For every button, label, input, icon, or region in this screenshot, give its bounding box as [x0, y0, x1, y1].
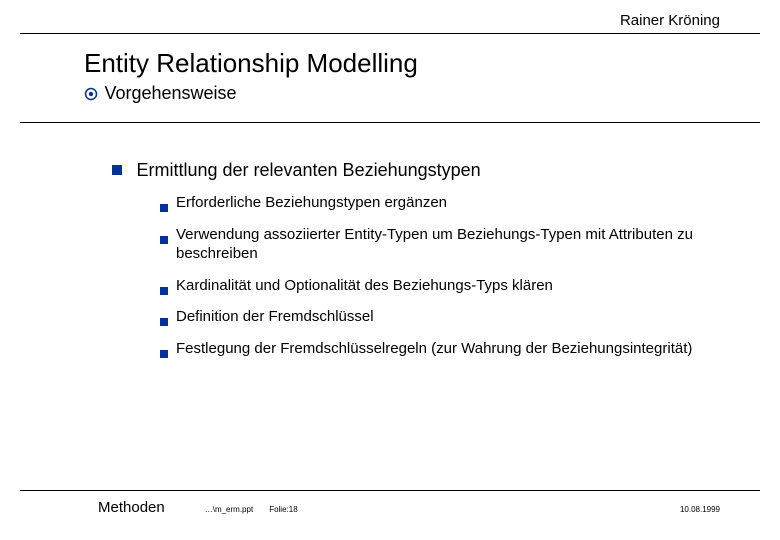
footer-row: Methoden …\m_erm.ppt Folie:18 10.08.1999	[0, 499, 780, 516]
square-bullet-icon	[160, 312, 168, 320]
slide-title: Entity Relationship Modelling	[84, 48, 418, 79]
author-name: Rainer Kröning	[0, 12, 780, 29]
square-bullet-icon	[160, 281, 168, 289]
content-heading-row: Ermittlung der relevanten Beziehungstype…	[112, 160, 712, 181]
list-item: Verwendung assoziierter Entity-Typen um …	[160, 225, 712, 264]
list-item: Kardinalität und Optionalität des Bezieh…	[160, 276, 712, 296]
header-region: Rainer Kröning	[0, 12, 780, 34]
divider-top	[20, 33, 760, 34]
footer-folie: Folie:18	[269, 505, 297, 514]
content-list: Erforderliche Beziehungstypen ergänzen V…	[160, 193, 712, 358]
footer-meta: …\m_erm.ppt Folie:18	[205, 505, 298, 514]
title-block: Entity Relationship Modelling Vorgehensw…	[84, 48, 418, 104]
square-bullet-icon	[160, 198, 168, 206]
divider-mid	[20, 122, 760, 123]
list-item-text: Festlegung der Fremdschlüsselregeln (zur…	[176, 340, 692, 357]
list-item: Erforderliche Beziehungstypen ergänzen	[160, 193, 712, 213]
list-item-text: Erforderliche Beziehungstypen ergänzen	[176, 194, 447, 211]
footer-date: 10.08.1999	[680, 505, 720, 514]
list-item: Definition der Fremdschlüssel	[160, 307, 712, 327]
square-bullet-icon	[112, 162, 122, 172]
square-bullet-icon	[160, 230, 168, 238]
list-item: Festlegung der Fremdschlüsselregeln (zur…	[160, 339, 712, 359]
footer-file: …\m_erm.ppt	[205, 505, 253, 514]
list-item-text: Definition der Fremdschlüssel	[176, 308, 374, 325]
footer-region: Methoden …\m_erm.ppt Folie:18 10.08.1999	[0, 490, 780, 516]
circle-dot-icon	[84, 87, 98, 101]
list-item-text: Verwendung assoziierter Entity-Typen um …	[176, 226, 693, 263]
divider-bottom	[20, 490, 760, 491]
slide-subtitle: Vorgehensweise	[104, 83, 236, 103]
subtitle-row: Vorgehensweise	[84, 83, 418, 104]
content-region: Ermittlung der relevanten Beziehungstype…	[112, 160, 712, 370]
content-heading: Ermittlung der relevanten Beziehungstype…	[136, 160, 480, 180]
footer-section-label: Methoden	[98, 499, 165, 516]
list-item-text: Kardinalität und Optionalität des Bezieh…	[176, 277, 553, 294]
square-bullet-icon	[160, 344, 168, 352]
